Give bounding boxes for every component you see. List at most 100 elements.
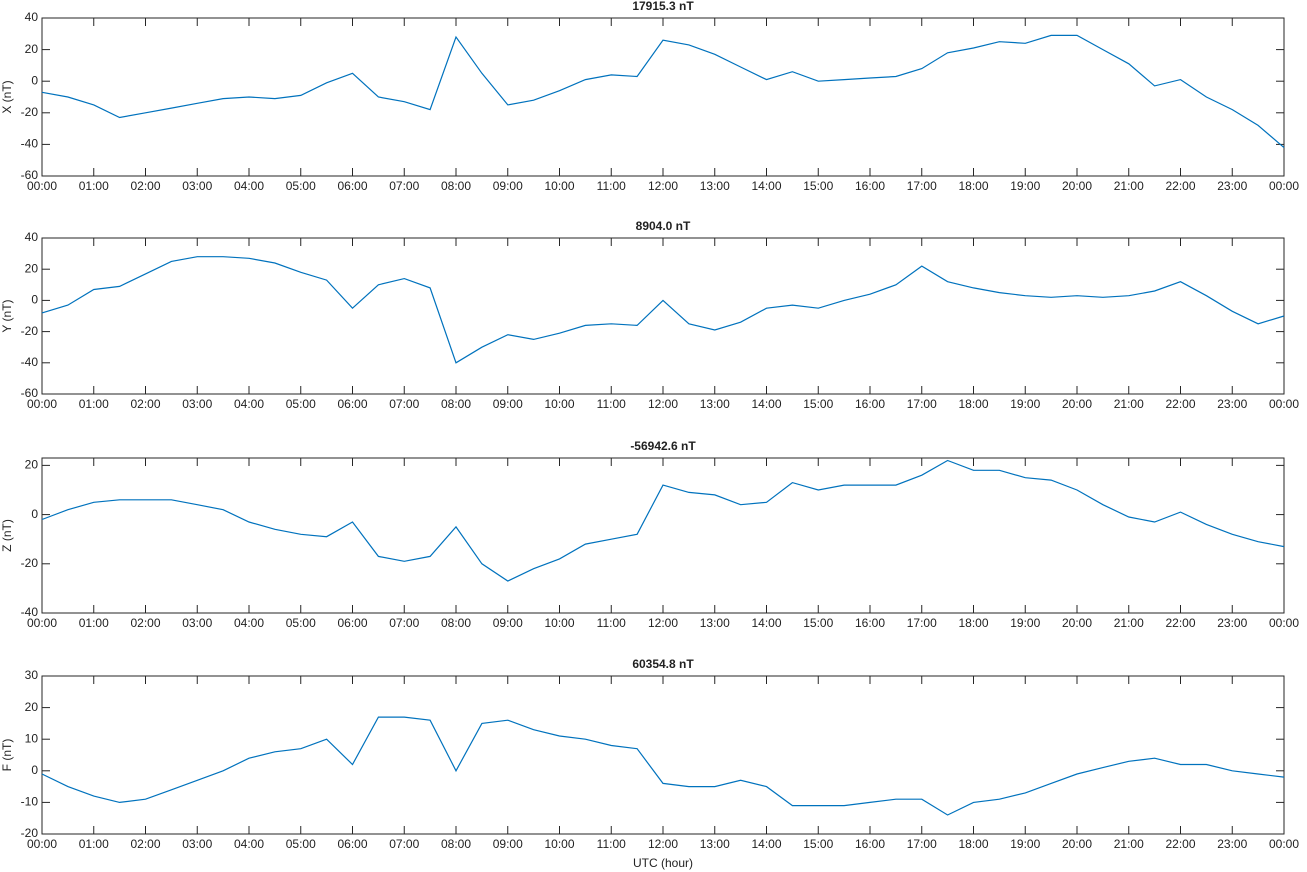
y-axis-label: Z (nT) xyxy=(0,519,14,552)
plot-area xyxy=(41,17,1285,177)
x-tick-label: 03:00 xyxy=(182,616,212,630)
x-tick-label: 00:00 xyxy=(1269,616,1299,630)
x-tick-label: 17:00 xyxy=(907,179,937,193)
x-tick-label: 06:00 xyxy=(337,616,367,630)
x-tick-label: 20:00 xyxy=(1062,616,1092,630)
x-tick-label: 16:00 xyxy=(855,397,885,411)
plot-area xyxy=(41,237,1285,395)
x-tick-label: 13:00 xyxy=(700,179,730,193)
x-tick-label: 09:00 xyxy=(493,397,523,411)
x-tick-label: 08:00 xyxy=(441,616,471,630)
x-tick-label: 23:00 xyxy=(1217,837,1247,851)
x-tick-label: 10:00 xyxy=(544,616,574,630)
x-tick-label: 07:00 xyxy=(389,616,419,630)
x-tick-label: 12:00 xyxy=(648,616,678,630)
x-tick-label: 09:00 xyxy=(493,837,523,851)
x-tick-label: 22:00 xyxy=(1165,179,1195,193)
x-tick-label: 00:00 xyxy=(27,616,57,630)
x-tick-label: 06:00 xyxy=(337,837,367,851)
x-tick-label: 03:00 xyxy=(182,397,212,411)
x-tick-label: 03:00 xyxy=(182,179,212,193)
x-tick-label: 03:00 xyxy=(182,837,212,851)
x-tick-label: 15:00 xyxy=(803,616,833,630)
x-tick-label: 13:00 xyxy=(700,397,730,411)
x-tick-label: 04:00 xyxy=(234,837,264,851)
x-tick-label: 18:00 xyxy=(958,616,988,630)
y-tick-label: 20 xyxy=(25,42,39,56)
x-tick-label: 20:00 xyxy=(1062,179,1092,193)
x-tick-label: 00:00 xyxy=(1269,837,1299,851)
x-tick-label: 16:00 xyxy=(855,616,885,630)
x-tick-label: 16:00 xyxy=(855,837,885,851)
x-tick-label: 01:00 xyxy=(79,837,109,851)
x-tick-label: 11:00 xyxy=(597,616,626,630)
x-tick-label: 20:00 xyxy=(1062,837,1092,851)
chart-title: 17915.3 nT xyxy=(632,0,694,13)
plot-area xyxy=(41,675,1285,835)
y-axis-label: Y (nT) xyxy=(0,299,14,332)
x-tick-label: 05:00 xyxy=(286,837,316,851)
y-tick-label: -20 xyxy=(21,556,39,570)
chart-title: 8904.0 nT xyxy=(636,219,691,233)
x-tick-label: 22:00 xyxy=(1165,616,1195,630)
x-tick-label: 13:00 xyxy=(700,837,730,851)
x-tick-label: 15:00 xyxy=(803,397,833,411)
x-tick-label: 23:00 xyxy=(1217,616,1247,630)
x-tick-label: 04:00 xyxy=(234,616,264,630)
x-tick-label: 02:00 xyxy=(130,397,160,411)
x-tick-label: 00:00 xyxy=(27,179,57,193)
x-tick-label: 19:00 xyxy=(1010,616,1040,630)
x-tick-label: 06:00 xyxy=(337,179,367,193)
x-tick-label: 19:00 xyxy=(1010,397,1040,411)
y-tick-label: 30 xyxy=(25,668,39,682)
y-tick-label: 0 xyxy=(31,507,38,521)
x-tick-label: 15:00 xyxy=(803,837,833,851)
x-tick-label: 22:00 xyxy=(1165,837,1195,851)
x-tick-label: 05:00 xyxy=(286,179,316,193)
x-tick-label: 10:00 xyxy=(544,837,574,851)
x-tick-label: 12:00 xyxy=(648,837,678,851)
y-tick-label: 20 xyxy=(25,700,39,714)
x-tick-label: 01:00 xyxy=(79,616,109,630)
y-tick-label: -10 xyxy=(21,795,39,809)
x-tick-label: 17:00 xyxy=(907,397,937,411)
x-tick-label: 05:00 xyxy=(286,397,316,411)
x-tick-label: 02:00 xyxy=(130,837,160,851)
y-tick-label: -40 xyxy=(21,605,39,619)
x-tick-label: 12:00 xyxy=(648,397,678,411)
x-tick-label: 00:00 xyxy=(1269,397,1299,411)
x-tick-label: 21:00 xyxy=(1114,837,1144,851)
y-tick-label: -60 xyxy=(21,386,39,400)
y-tick-label: -20 xyxy=(21,324,39,338)
x-tick-label: 01:00 xyxy=(79,179,109,193)
x-tick-label: 21:00 xyxy=(1114,616,1144,630)
x-tick-label: 08:00 xyxy=(441,837,471,851)
x-tick-label: 15:00 xyxy=(803,179,833,193)
x-tick-label: 00:00 xyxy=(1269,179,1299,193)
x-tick-label: 16:00 xyxy=(855,179,885,193)
y-axis-label: X (nT) xyxy=(0,80,14,113)
y-tick-label: -60 xyxy=(21,168,39,182)
y-tick-label: 10 xyxy=(25,731,39,745)
x-tick-label: 12:00 xyxy=(648,179,678,193)
x-tick-label: 07:00 xyxy=(389,397,419,411)
y-tick-label: -20 xyxy=(21,105,39,119)
y-tick-label: 20 xyxy=(25,458,39,472)
x-tick-label: 09:00 xyxy=(493,616,523,630)
x-tick-label: 21:00 xyxy=(1114,397,1144,411)
x-tick-label: 11:00 xyxy=(597,837,626,851)
x-tick-label: 06:00 xyxy=(337,397,367,411)
y-tick-label: 0 xyxy=(31,73,38,87)
y-tick-label: 40 xyxy=(25,230,39,244)
x-tick-label: 18:00 xyxy=(958,179,988,193)
x-tick-label: 04:00 xyxy=(234,179,264,193)
x-tick-label: 21:00 xyxy=(1114,179,1144,193)
data-line xyxy=(41,459,1285,582)
x-tick-label: 11:00 xyxy=(597,397,626,411)
x-tick-label: 23:00 xyxy=(1217,397,1247,411)
y-tick-label: -40 xyxy=(21,355,39,369)
x-tick-label: 00:00 xyxy=(27,397,57,411)
x-tick-label: 22:00 xyxy=(1165,397,1195,411)
x-tick-label: 18:00 xyxy=(958,837,988,851)
